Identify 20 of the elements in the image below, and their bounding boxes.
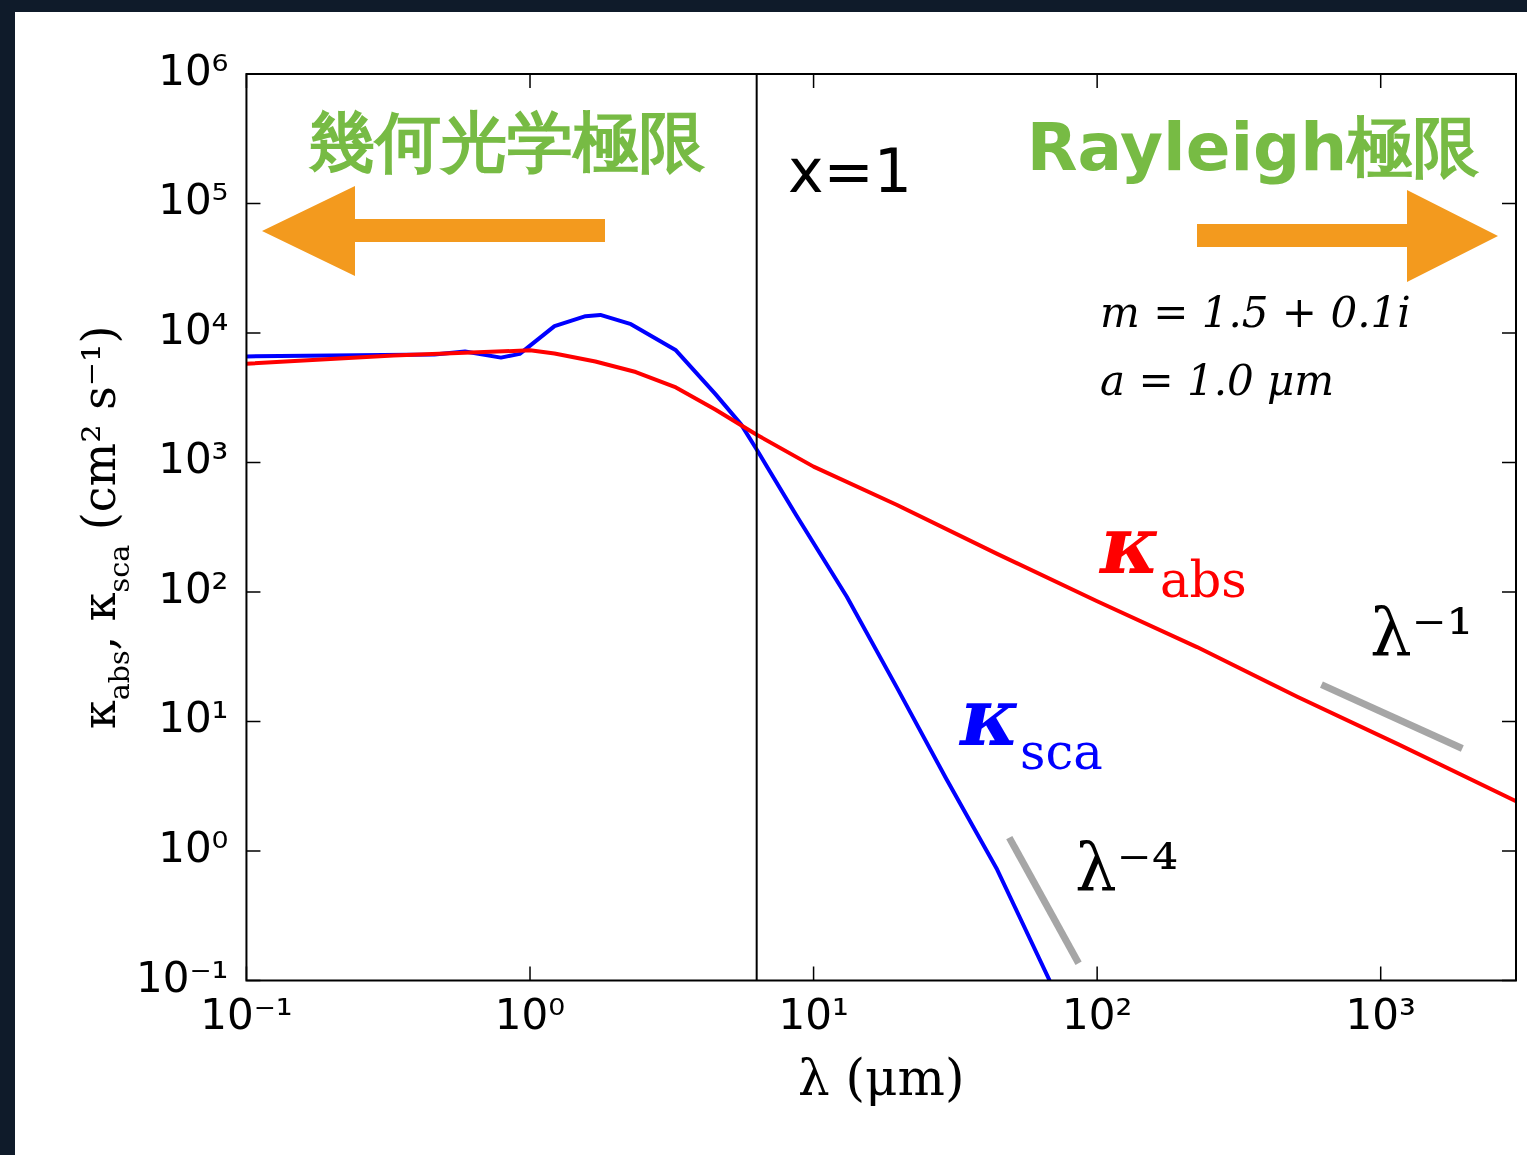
y-tick-label: 10⁴: [158, 304, 229, 354]
x-axis-title: λ (μm): [797, 1049, 965, 1107]
y-tick-label: 10⁰: [158, 822, 229, 872]
annotation: λ⁻¹: [1370, 594, 1474, 671]
y-tick-label: 10⁶: [158, 45, 229, 95]
annotation: x=1: [788, 136, 912, 206]
y-axis-title: κabs, κsca (cm² s⁻¹): [72, 325, 136, 730]
y-tick-label: 10³: [158, 434, 229, 484]
x-tick-label: 10⁰: [494, 989, 566, 1039]
annotation: λ⁻⁴: [1075, 829, 1179, 906]
annotation: a = 1.0 μm: [1100, 356, 1335, 405]
annotation: 幾何光学極限: [308, 104, 706, 181]
y-tick-label: 10⁵: [158, 175, 229, 225]
annotation: m = 1.5 + 0.1i: [1100, 288, 1411, 337]
x-tick-label: 10¹: [778, 989, 849, 1039]
x-tick-label: 10³: [1345, 989, 1416, 1039]
annotation: Rayleigh極限: [1026, 109, 1481, 186]
x-tick-label: 10²: [1062, 989, 1133, 1039]
y-tick-label: 10²: [158, 563, 229, 613]
y-tick-label: 10¹: [158, 693, 229, 743]
